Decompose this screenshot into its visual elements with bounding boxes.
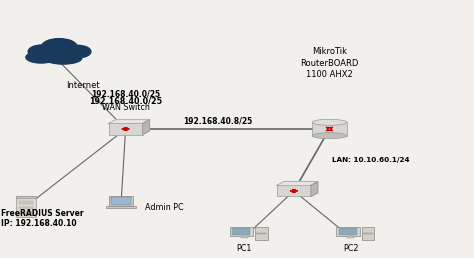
Polygon shape: [143, 120, 149, 135]
Text: 192.168.40.0/25: 192.168.40.0/25: [91, 90, 160, 99]
Text: Admin PC: Admin PC: [145, 203, 183, 212]
Ellipse shape: [28, 45, 57, 58]
Text: Internet: Internet: [66, 81, 100, 90]
FancyBboxPatch shape: [109, 196, 133, 206]
FancyBboxPatch shape: [363, 233, 373, 235]
FancyBboxPatch shape: [230, 227, 253, 236]
Text: LAN: 10.10.60.1/24: LAN: 10.10.60.1/24: [332, 157, 410, 163]
Text: MikroTik
RouterBOARD
1100 AHX2: MikroTik RouterBOARD 1100 AHX2: [300, 47, 359, 79]
FancyBboxPatch shape: [312, 122, 346, 136]
Ellipse shape: [64, 45, 91, 58]
FancyBboxPatch shape: [109, 123, 143, 135]
Ellipse shape: [312, 133, 346, 139]
FancyBboxPatch shape: [337, 227, 360, 236]
Text: 192.168.40.0/25: 192.168.40.0/25: [89, 97, 162, 106]
FancyBboxPatch shape: [255, 227, 267, 240]
Text: PC2: PC2: [343, 244, 358, 253]
FancyBboxPatch shape: [19, 207, 33, 209]
FancyBboxPatch shape: [347, 236, 355, 238]
Text: 192.168.40.8/25: 192.168.40.8/25: [183, 116, 253, 125]
Text: PC1: PC1: [237, 244, 252, 253]
FancyBboxPatch shape: [19, 212, 33, 214]
Ellipse shape: [41, 39, 77, 55]
FancyBboxPatch shape: [339, 228, 357, 235]
Polygon shape: [109, 120, 149, 123]
FancyBboxPatch shape: [277, 185, 311, 197]
FancyBboxPatch shape: [106, 206, 136, 208]
Ellipse shape: [312, 119, 346, 125]
Text: WAN Switch: WAN Switch: [101, 103, 150, 112]
FancyBboxPatch shape: [232, 228, 250, 235]
Polygon shape: [311, 182, 318, 197]
FancyBboxPatch shape: [19, 201, 33, 204]
FancyBboxPatch shape: [111, 197, 131, 205]
Ellipse shape: [44, 52, 82, 64]
Text: FreeRADIUS Server
IP: 192.168.40.10: FreeRADIUS Server IP: 192.168.40.10: [1, 209, 83, 228]
FancyBboxPatch shape: [256, 233, 266, 235]
Ellipse shape: [26, 52, 56, 63]
Polygon shape: [277, 182, 318, 185]
FancyBboxPatch shape: [240, 236, 248, 238]
FancyBboxPatch shape: [16, 196, 36, 198]
FancyBboxPatch shape: [362, 227, 374, 240]
FancyBboxPatch shape: [16, 196, 36, 217]
